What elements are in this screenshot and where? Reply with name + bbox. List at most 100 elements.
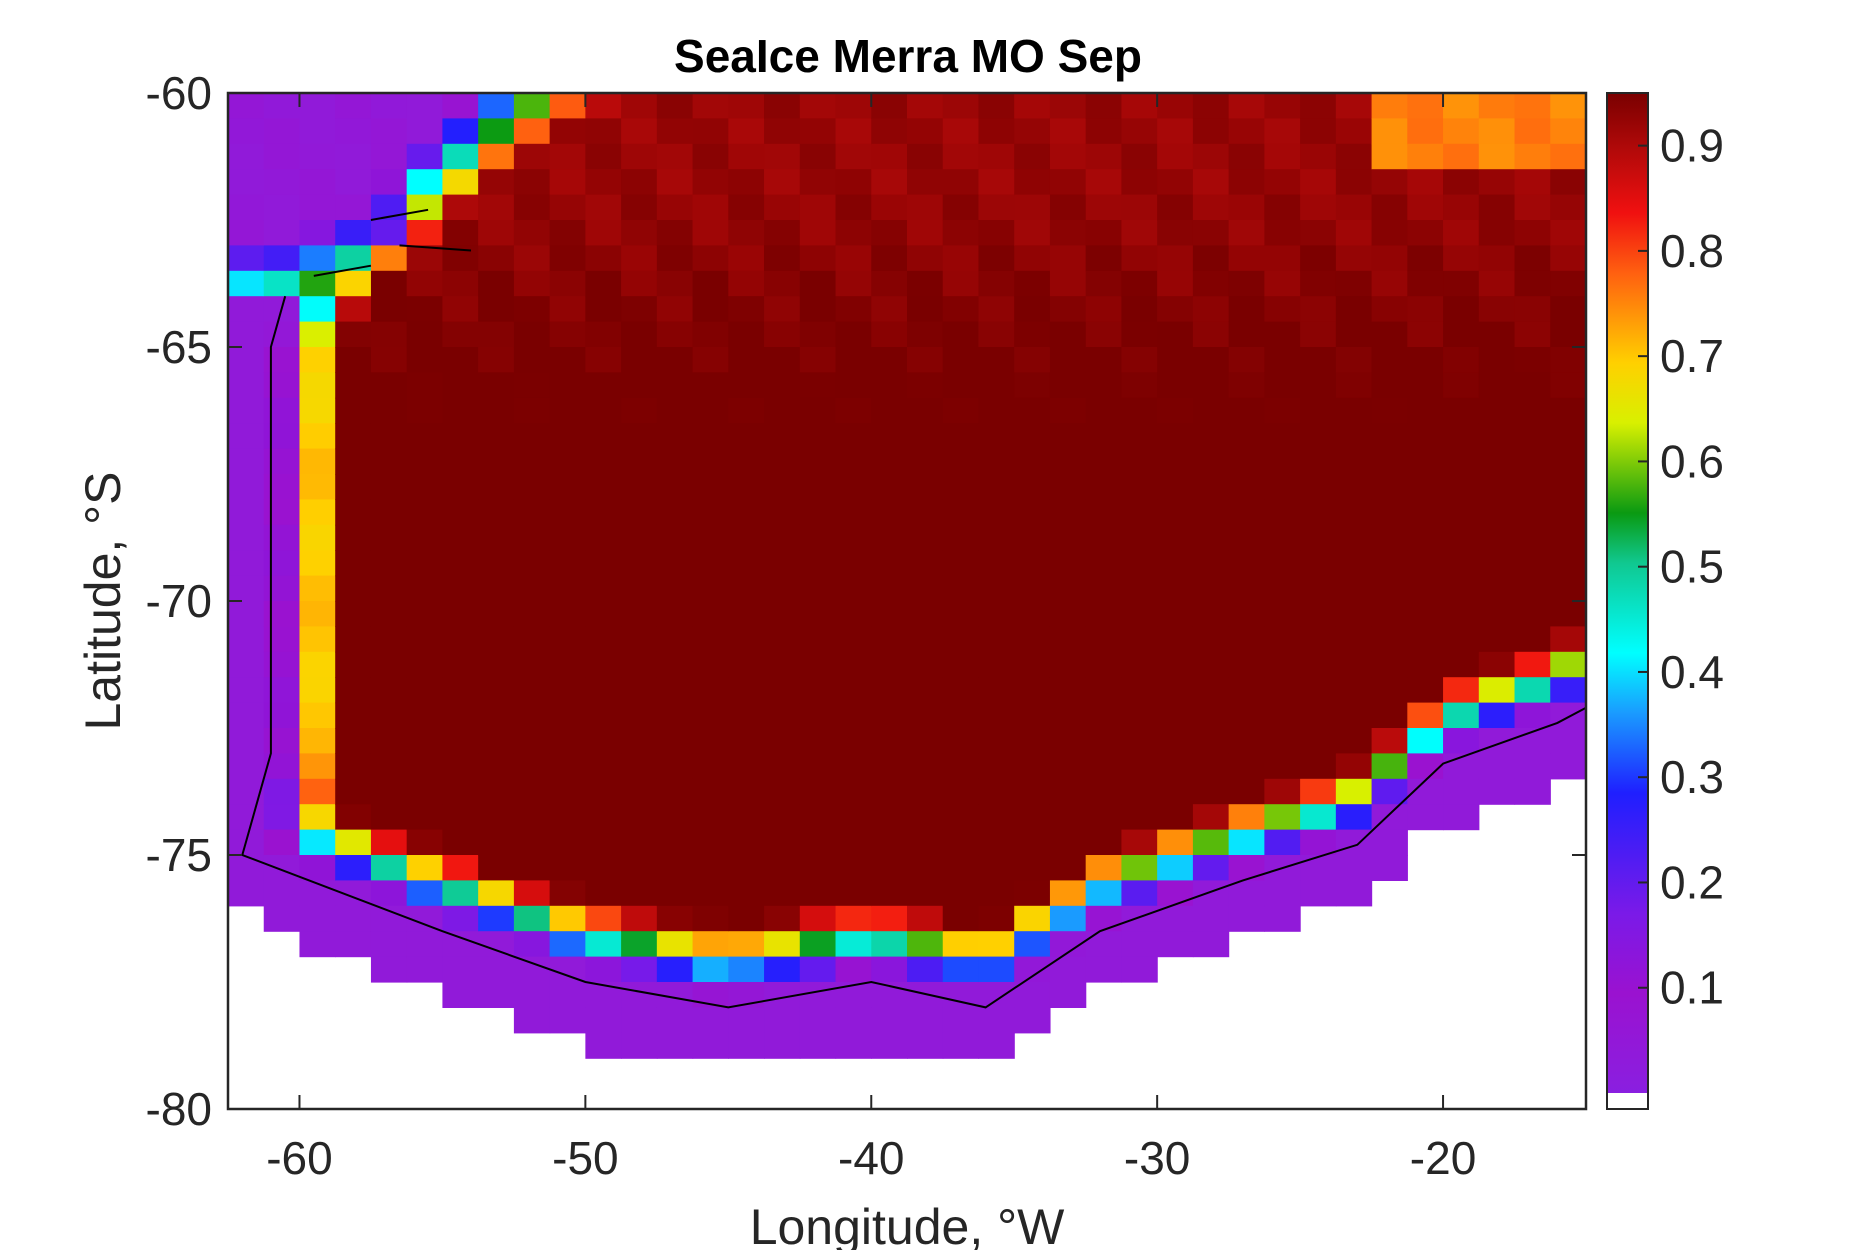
heatmap-cell	[1371, 651, 1408, 678]
heatmap-cell	[1407, 397, 1444, 424]
heatmap-cell	[370, 931, 408, 958]
heatmap-cell	[1228, 397, 1265, 424]
heatmap-cell	[1157, 118, 1194, 145]
heatmap-cell	[728, 93, 765, 119]
heatmap-cell	[1264, 423, 1301, 450]
heatmap-cell	[1192, 753, 1230, 780]
heatmap-cell	[1300, 169, 1337, 196]
heatmap-cell	[406, 829, 444, 856]
heatmap-cell	[1121, 423, 1158, 450]
heatmap-cell	[1371, 270, 1408, 297]
heatmap-cell	[1014, 372, 1051, 399]
heatmap-cell	[335, 677, 372, 704]
heatmap-cell	[1085, 575, 1123, 602]
heatmap-cell	[835, 93, 872, 119]
heatmap-cell	[1157, 524, 1194, 551]
heatmap-cell	[1300, 880, 1337, 907]
heatmap-cell	[621, 93, 658, 119]
heatmap-cell	[942, 575, 980, 602]
heatmap-cell	[692, 220, 729, 246]
heatmap-cell	[764, 855, 801, 881]
x-tick-label: -20	[1410, 1132, 1476, 1184]
heatmap-cell	[1371, 169, 1408, 196]
heatmap-cell	[871, 397, 908, 424]
heatmap-cell	[728, 931, 765, 958]
heatmap-cell	[799, 220, 837, 246]
heatmap-cell	[370, 728, 408, 754]
heatmap-cell	[228, 804, 265, 831]
heatmap-cell	[228, 601, 265, 627]
heatmap-cell	[1443, 524, 1480, 551]
heatmap-cell	[1049, 347, 1087, 373]
heatmap-cell	[764, 931, 801, 958]
heatmap-cell	[549, 829, 586, 856]
heatmap-cell	[1371, 321, 1408, 348]
heatmap-cell	[656, 423, 694, 450]
heatmap-cell	[1407, 220, 1444, 246]
heatmap-cell	[799, 880, 837, 907]
heatmap-cell	[835, 956, 872, 983]
heatmap-cell	[728, 702, 765, 729]
heatmap-cell	[1264, 474, 1301, 500]
heatmap-cell	[907, 626, 944, 653]
heatmap-cell	[406, 601, 444, 627]
heatmap-cell	[942, 651, 980, 678]
colorbar-frame	[1606, 92, 1649, 1110]
heatmap-cell	[335, 143, 372, 170]
heatmap-cell	[835, 677, 872, 704]
heatmap-cell	[764, 651, 801, 678]
heatmap-cell	[978, 499, 1015, 526]
heatmap-cell	[835, 474, 872, 500]
heatmap-cell	[228, 550, 265, 577]
heatmap-cell	[1014, 321, 1051, 348]
heatmap-cell	[1121, 575, 1158, 602]
heatmap-cell	[335, 550, 372, 577]
heatmap-cell	[1300, 448, 1337, 475]
heatmap-cell	[1514, 321, 1551, 348]
heatmap-cell	[442, 93, 479, 119]
heatmap-cell	[1049, 372, 1087, 399]
heatmap-cell	[1300, 143, 1337, 170]
heatmap-cell	[585, 855, 622, 881]
heatmap-cell	[978, 677, 1015, 704]
heatmap-cell	[335, 194, 372, 221]
heatmap-cell	[621, 423, 658, 450]
heatmap-cell	[656, 550, 694, 577]
heatmap-cell	[871, 499, 908, 526]
heatmap-cell	[621, 194, 658, 221]
heatmap-cell	[1335, 702, 1373, 729]
heatmap-cell	[1550, 626, 1587, 653]
heatmap-cell	[728, 829, 765, 856]
heatmap-cell	[1550, 245, 1587, 272]
heatmap-cell	[1371, 220, 1408, 246]
heatmap-cell	[871, 905, 908, 932]
heatmap-cell	[871, 93, 908, 119]
heatmap-cell	[1300, 118, 1337, 145]
heatmap-cell	[942, 143, 980, 170]
heatmap-cell	[1192, 829, 1230, 856]
heatmap-cell	[907, 499, 944, 526]
heatmap-cell	[263, 397, 301, 424]
heatmap-cell	[1300, 778, 1337, 805]
heatmap-cell	[1264, 778, 1301, 805]
heatmap-cell	[907, 601, 944, 627]
heatmap-cell	[871, 1032, 908, 1059]
island-outline	[313, 264, 372, 277]
heatmap-cell	[692, 855, 729, 881]
heatmap-cell	[1085, 93, 1123, 119]
heatmap-cell	[1514, 575, 1551, 602]
heatmap-cell	[871, 702, 908, 729]
heatmap-cell	[1085, 499, 1123, 526]
heatmap-cell	[513, 296, 551, 323]
heatmap-cell	[692, 93, 729, 119]
heatmap-cell	[1192, 651, 1230, 678]
heatmap-cell	[549, 347, 586, 373]
heatmap-cell	[442, 143, 479, 170]
heatmap-cell	[513, 601, 551, 627]
heatmap-cell	[1443, 474, 1480, 500]
heatmap-cell	[549, 169, 586, 196]
heatmap-cell	[1192, 905, 1230, 932]
heatmap-cell	[621, 118, 658, 145]
heatmap-cell	[1300, 601, 1337, 627]
heatmap-cell	[907, 169, 944, 196]
